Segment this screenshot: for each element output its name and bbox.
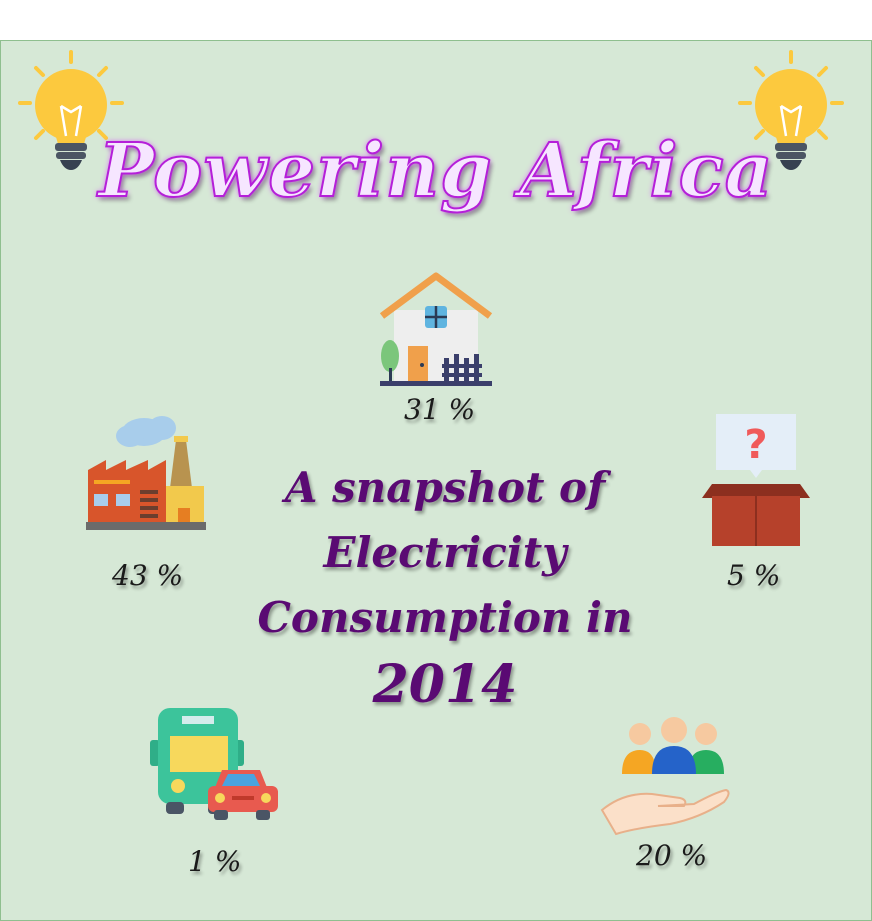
bus-car-icon — [150, 708, 278, 820]
subtitle-line-2: Electricity — [323, 528, 567, 577]
lightbulb-left-icon — [18, 50, 124, 170]
question-box-icon: ? — [702, 414, 810, 546]
other-percent: 5 % — [727, 559, 781, 592]
subtitle-block: A snapshot of Electricity Consumption in… — [250, 455, 640, 720]
lightbulb-right-icon — [738, 50, 844, 170]
subtitle-year: 2014 — [372, 654, 518, 715]
subtitle-line-1: A snapshot of — [284, 463, 606, 512]
people-hand-icon — [600, 717, 730, 836]
factory-icon — [86, 416, 206, 530]
industry-percent: 43 % — [112, 559, 184, 592]
residential-percent: 31 % — [404, 393, 476, 426]
page-title: Powering Africa — [97, 127, 774, 215]
house-icon — [379, 272, 493, 386]
subtitle-line-3: Consumption in — [257, 593, 633, 642]
transport-percent: 1 % — [188, 845, 242, 878]
services-percent: 20 % — [636, 839, 708, 872]
svg-text:?: ? — [744, 422, 767, 468]
